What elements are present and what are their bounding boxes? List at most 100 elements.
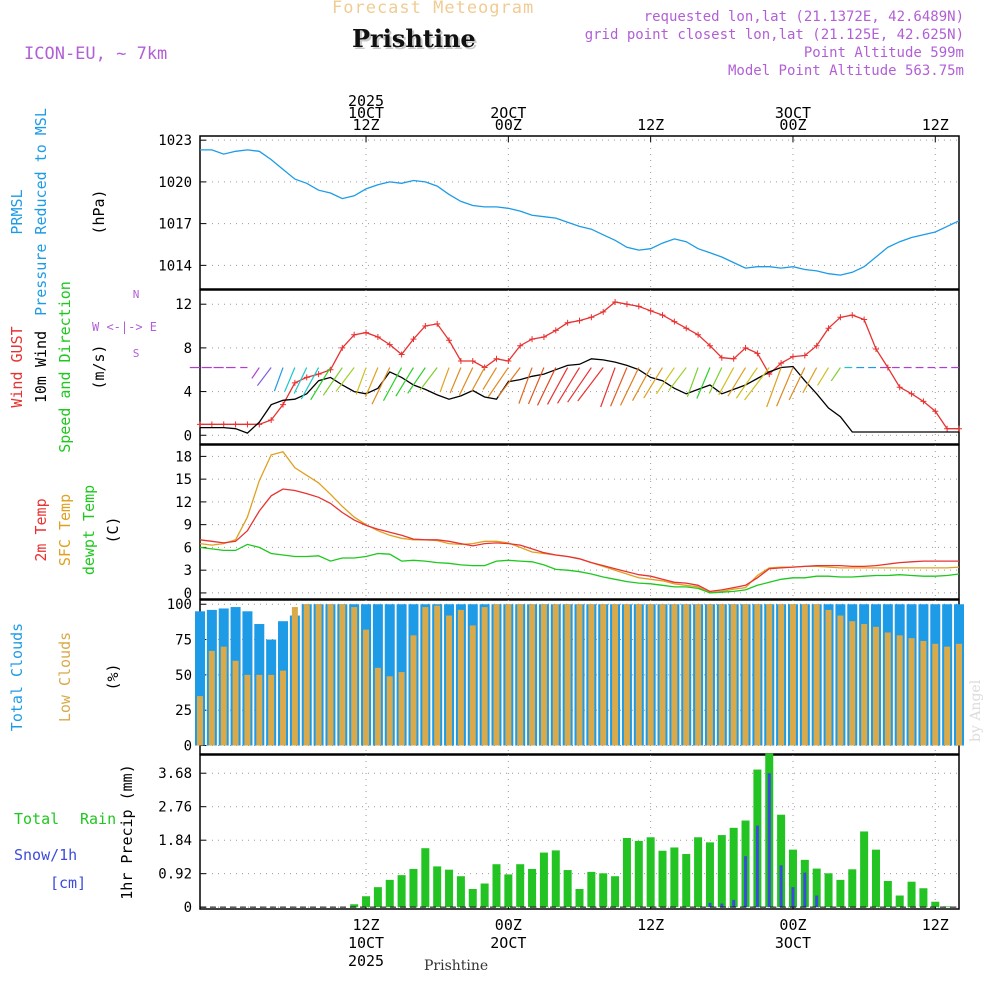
wind-direction-arrow — [335, 367, 355, 392]
temperature-ytick-label: 6 — [184, 540, 192, 556]
wind-direction-arrow — [487, 367, 509, 398]
snow-bar — [803, 872, 807, 908]
gust-marker — [469, 357, 476, 364]
pressure-panel: 1014 1017 1020 1023 — [158, 133, 960, 290]
temperature-ytick-label: 18 — [175, 449, 192, 465]
low-cloud-bar — [529, 604, 536, 746]
rain-bar — [516, 864, 525, 908]
snow-bar — [720, 903, 724, 908]
low-cloud-bar — [754, 604, 761, 746]
total-rain-label-rain: Rain — [80, 810, 116, 828]
compass-label: W <-|-> E — [92, 320, 157, 334]
compass-north: N — [133, 288, 140, 301]
low-cloud-bar — [647, 604, 654, 746]
wind-direction-arrow — [735, 367, 758, 399]
low-cloud-bar — [280, 670, 287, 746]
precipitation-ytick-label: 0.92 — [158, 867, 192, 883]
low-cloud-bar — [576, 604, 583, 746]
wind-direction-arrow — [256, 367, 272, 387]
credit-watermark: by Angel — [968, 679, 984, 742]
wind-direction-arrow — [567, 367, 592, 403]
model-point-altitude: Model Point Altitude 563.75m — [727, 63, 964, 79]
gust-marker — [683, 325, 690, 332]
gust-marker — [872, 345, 879, 352]
gust-marker — [303, 374, 310, 381]
pressure-ytick-label: 1023 — [158, 133, 192, 149]
low-cloud-bar — [291, 607, 298, 746]
gust-marker — [481, 364, 488, 371]
rain-bar — [373, 887, 382, 908]
wind-direction-arrow — [600, 367, 616, 408]
rain-bar — [563, 870, 572, 908]
low-cloud-bar — [386, 676, 393, 746]
top-time-label: 2OCT — [490, 104, 526, 122]
rain-bar — [622, 838, 631, 908]
low-cloud-bar — [268, 674, 275, 746]
temperature-panel: 0 3 6 9 12 15 18 — [175, 444, 960, 602]
low-cloud-bar — [327, 604, 334, 746]
wind-series-line — [200, 358, 959, 434]
bottom-time-label: 2OCT — [490, 934, 526, 952]
clouds-ytick-label: 75 — [175, 633, 192, 649]
low-cloud-bar — [813, 604, 820, 746]
rain-bar — [871, 849, 880, 908]
pressure-series-line — [200, 149, 960, 276]
gust-marker — [446, 337, 453, 344]
gust-marker — [956, 425, 962, 432]
temperature-ytick-label: 3 — [184, 563, 192, 579]
wind-direction-arrow — [619, 367, 640, 406]
gust-marker — [612, 299, 619, 306]
gust-marker — [529, 336, 536, 343]
rain-bar — [705, 842, 714, 908]
rain-bar — [397, 875, 406, 908]
gust-marker — [647, 307, 654, 314]
pressure-frame — [199, 135, 960, 290]
rain-bar — [848, 869, 857, 908]
rain-bar — [445, 869, 454, 908]
model-name: ICON-EU, ~ 7km — [24, 44, 168, 64]
wind-direction-arrow — [395, 367, 414, 397]
wind-panel: 0 4 8 12 — [175, 289, 960, 445]
low-cloud-bar — [920, 640, 927, 746]
snow-bar — [815, 895, 819, 908]
low-cloud-bar — [659, 604, 666, 746]
precipitation-ytick-label: 3.68 — [158, 766, 192, 782]
wind-direction-arrow — [419, 367, 438, 391]
wind-direction-arrow — [273, 367, 284, 392]
clouds-ytick-label: 25 — [175, 703, 192, 719]
pressure-ytick-label: 1017 — [158, 217, 192, 233]
wind-direction-arrow — [322, 367, 343, 396]
page-title: Prishtine — [352, 24, 476, 53]
wind-direction-arrow — [355, 367, 367, 395]
top-time-label: 12Z — [352, 116, 379, 134]
wind-gust-label: Wind GUST — [8, 326, 26, 407]
gust-marker — [908, 390, 915, 397]
low-cloud-bar — [872, 626, 879, 746]
temp-unit-label: (C) — [104, 516, 122, 543]
wind-speed-direction-label: Speed and Direction — [56, 281, 74, 453]
snow-bar — [755, 825, 759, 908]
wind-ytick-label: 12 — [175, 297, 192, 313]
rain-bar — [480, 883, 489, 908]
low-cloud-bar — [766, 604, 773, 746]
low-cloud-bar — [256, 674, 263, 746]
temperature-ytick-label: 9 — [184, 518, 192, 534]
gust-marker — [540, 333, 547, 340]
temperature-ytick-label: 0 — [184, 586, 192, 602]
low-cloud-bar — [896, 635, 903, 746]
wind-direction-arrow — [482, 367, 497, 390]
low-cloud-bar — [706, 604, 713, 746]
gust-marker — [268, 416, 275, 423]
top-time-label: 12Z — [922, 116, 949, 134]
low-cloud-bar — [635, 604, 642, 746]
bottom-time-label: 00Z — [495, 916, 522, 934]
bottom-time-label: 2025 — [348, 952, 384, 970]
low-cloud-bar — [374, 667, 381, 746]
wind-direction-arrow — [527, 367, 545, 405]
pressure-label-prmsl: PRMSL — [8, 189, 26, 234]
snow-bar — [744, 856, 748, 908]
wind-direction-arrow — [371, 367, 391, 405]
clouds-ytick-label: 100 — [167, 597, 192, 613]
rain-bar — [694, 837, 703, 908]
low-cloud-bar — [801, 604, 808, 746]
